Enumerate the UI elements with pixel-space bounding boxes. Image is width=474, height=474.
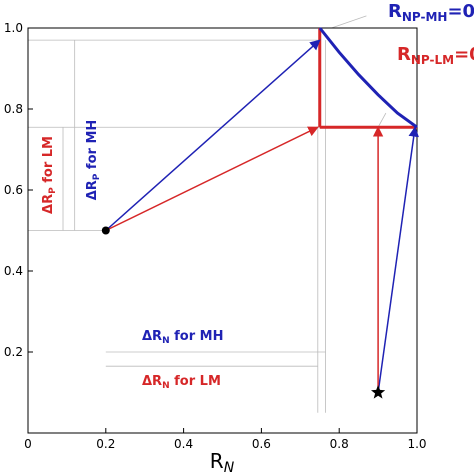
- diagram-marks: [101, 27, 419, 399]
- y-tick-label: 0.8: [4, 102, 23, 116]
- y-tick-label: 0.4: [4, 264, 23, 278]
- delta-rp-lm-label: ΔRP for LM: [41, 136, 58, 214]
- x-axis-label: RN: [210, 449, 235, 474]
- rnp-lm-label: RNP-LM=0: [397, 44, 474, 67]
- x-tick-label: 1.0: [407, 437, 426, 451]
- start-point-circle: [101, 226, 110, 235]
- y-axis-ticks: 0.2 0.4 0.6 0.8 1.0: [4, 21, 33, 359]
- x-tick-label: 0.4: [174, 437, 193, 451]
- x-tick-label: 0.6: [252, 437, 271, 451]
- y-tick-label: 1.0: [4, 21, 23, 35]
- red-arrow: [105, 126, 319, 232]
- rnp-mh-label: RNP-MH=0.: [388, 1, 474, 24]
- start-point-star: [371, 385, 386, 399]
- blue-curve: [318, 27, 418, 129]
- blue-arrow: [105, 39, 321, 232]
- guide-line: [331, 15, 367, 29]
- blue-arrow: [377, 126, 419, 393]
- y-tick-label: 0.6: [4, 183, 23, 197]
- guide-lines: [28, 15, 387, 413]
- x-axis-ticks: 0 0.2 0.4 0.6 0.8 1.0: [24, 428, 427, 451]
- delta-rp-mh-label: ΔRP for MH: [85, 120, 102, 201]
- delta-rn-lm-label: ΔRN for LM: [142, 374, 221, 391]
- x-tick-label: 0: [24, 437, 32, 451]
- x-tick-label: 0.2: [96, 437, 115, 451]
- plot-frame: [27, 27, 418, 434]
- guide-line: [377, 112, 387, 128]
- x-axis-label-sub: N: [224, 460, 235, 474]
- delta-rn-mh-label: ΔRN for MH: [142, 329, 224, 346]
- y-tick-label: 0.2: [4, 345, 23, 359]
- x-tick-label: 0.8: [330, 437, 349, 451]
